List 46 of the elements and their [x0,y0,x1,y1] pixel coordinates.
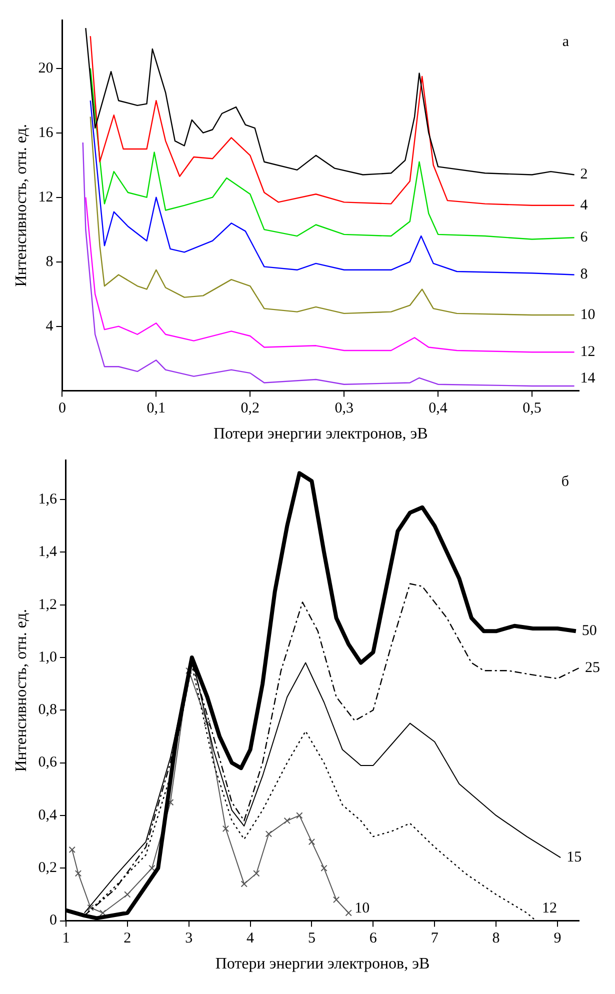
series-label: 10 [580,306,596,323]
annotation: б [561,474,570,490]
y-tick-label: 1,6 [38,491,58,508]
series-label: 4 [580,197,588,214]
x-tick-label: 6 [369,930,378,947]
y-tick-label: 12 [38,189,54,206]
x-tick-label: 0,4 [428,400,448,417]
x-tick-label: 5 [308,930,316,947]
y-tick-label: 0,2 [38,860,57,876]
y-tick-label: 8 [46,254,54,270]
series-label: 6 [580,230,588,246]
y-tick-label: 16 [38,124,54,141]
x-tick-label: 7 [430,930,439,947]
x-tick-label: 0,5 [522,400,542,417]
series-label: 10 [354,900,370,917]
x-tick-label: 0,1 [146,400,166,417]
x-tick-label: 2 [124,930,132,947]
x-tick-label: 3 [185,930,193,947]
x-axis-title: Потери энергии электронов, эВ [215,956,430,973]
y-tick-label: 0,8 [38,702,57,718]
y-tick-label: 0 [49,912,57,929]
series-label: 12 [542,900,557,917]
x-tick-label: 0,2 [240,400,260,417]
y-tick-label: 4 [46,318,54,334]
y-axis-title: Интенсивность, отн. ед. [12,609,30,772]
series-label: 25 [585,660,600,676]
series-label: 14 [580,370,596,387]
y-tick-label: 1,4 [38,544,58,560]
series-label: 15 [566,850,582,866]
y-tick-label: 0,6 [38,754,58,771]
series-label: 50 [582,623,597,640]
annotation: а [562,34,570,50]
y-tick-label: 1,2 [38,596,57,613]
series-label: 12 [580,344,596,360]
y-axis-title: Интенсивность, отн. ед. [12,124,30,287]
x-tick-label: 1 [62,930,70,947]
x-tick-label: 9 [554,930,562,947]
series-label: 2 [580,166,588,183]
series-label: 8 [580,266,588,283]
x-tick-label: 8 [492,930,500,947]
x-axis-title: Потери энергии электронов, эВ [213,426,428,443]
x-tick-label: 4 [246,930,255,947]
x-tick-label: 0,3 [334,400,354,417]
y-tick-label: 20 [38,60,54,76]
y-tick-label: 1,0 [38,649,57,666]
y-tick-label: 0,4 [38,807,58,824]
